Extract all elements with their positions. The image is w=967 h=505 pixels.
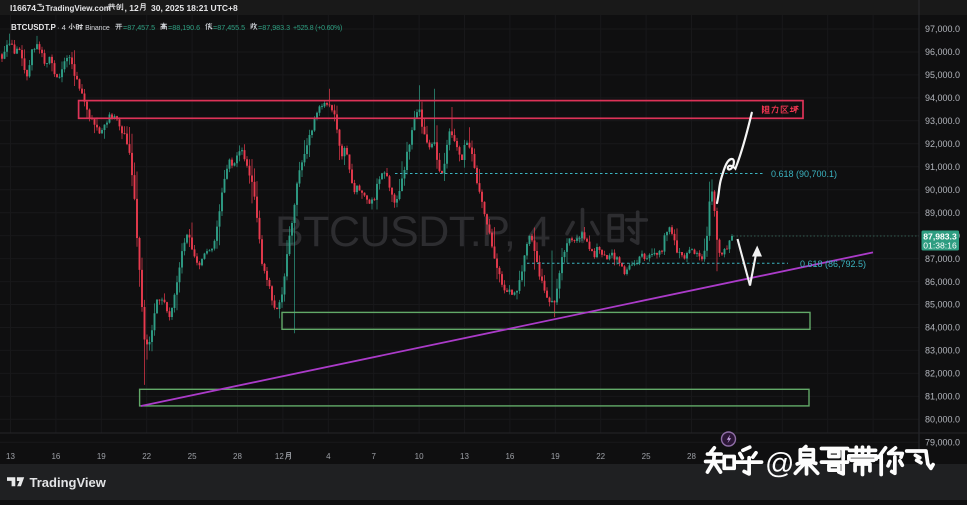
- svg-text:4: 4: [326, 452, 331, 461]
- svg-text:87,000.0: 87,000.0: [925, 254, 960, 264]
- svg-text:13: 13: [460, 452, 469, 461]
- svg-text:25: 25: [642, 452, 651, 461]
- svg-text:22: 22: [596, 452, 605, 461]
- svg-text:=88,190.6: =88,190.6: [168, 23, 200, 32]
- svg-text:80,000.0: 80,000.0: [925, 415, 960, 425]
- svg-text:83,000.0: 83,000.0: [925, 346, 960, 356]
- svg-text:82,000.0: 82,000.0: [925, 369, 960, 379]
- svg-text:25: 25: [188, 452, 197, 461]
- svg-text:TradingView: TradingView: [30, 475, 107, 490]
- svg-text:85,000.0: 85,000.0: [925, 300, 960, 310]
- svg-text:BTCUSDT.P: BTCUSDT.P: [11, 23, 57, 32]
- svg-text:· 4: · 4: [57, 23, 66, 32]
- svg-text:94,000.0: 94,000.0: [925, 93, 960, 103]
- svg-text:13: 13: [6, 452, 15, 461]
- svg-text:95,000.0: 95,000.0: [925, 70, 960, 80]
- svg-text:16: 16: [51, 452, 60, 461]
- svg-text:30, 2025 18:21 UTC+8: 30, 2025 18:21 UTC+8: [151, 3, 238, 13]
- svg-text:=87,983.3: =87,983.3: [258, 23, 290, 32]
- svg-text:93,000.0: 93,000.0: [925, 116, 960, 126]
- svg-text:+525.8 (+0.60%): +525.8 (+0.60%): [293, 25, 342, 32]
- svg-text:79,000.0: 79,000.0: [925, 438, 960, 448]
- svg-text:TradingView.com: TradingView.com: [46, 4, 111, 13]
- svg-text:28: 28: [233, 452, 242, 461]
- svg-text:90,000.0: 90,000.0: [925, 185, 960, 195]
- svg-text:97,000.0: 97,000.0: [925, 24, 960, 34]
- svg-text:l16674: l16674: [10, 3, 36, 13]
- svg-text:28: 28: [687, 452, 696, 461]
- svg-text:@: @: [765, 448, 794, 480]
- svg-text:BTCUSDT.P, 4: BTCUSDT.P, 4: [275, 208, 550, 256]
- svg-text:19: 19: [551, 452, 560, 461]
- svg-text:19: 19: [97, 452, 106, 461]
- svg-text:10: 10: [415, 452, 424, 461]
- svg-text:16: 16: [505, 452, 514, 461]
- svg-text:87,983.3: 87,983.3: [923, 232, 957, 242]
- svg-text:89,000.0: 89,000.0: [925, 208, 960, 218]
- svg-text:0.618 (90,700.1): 0.618 (90,700.1): [771, 169, 837, 179]
- svg-text:84,000.0: 84,000.0: [925, 323, 960, 333]
- svg-text:01:38:16: 01:38:16: [923, 241, 957, 251]
- svg-text:=87,455.5: =87,455.5: [213, 23, 245, 32]
- svg-text:92,000.0: 92,000.0: [925, 139, 960, 149]
- svg-text:86,000.0: 86,000.0: [925, 277, 960, 287]
- svg-text:· Binance: · Binance: [81, 25, 110, 32]
- svg-text:96,000.0: 96,000.0: [925, 47, 960, 57]
- svg-text:91,000.0: 91,000.0: [925, 162, 960, 172]
- svg-text:7: 7: [371, 452, 376, 461]
- svg-text:0.618 (86,792.5): 0.618 (86,792.5): [800, 259, 866, 269]
- svg-text:=87,457.5: =87,457.5: [123, 23, 155, 32]
- svg-text:81,000.0: 81,000.0: [925, 392, 960, 402]
- svg-text:, 12: , 12: [125, 3, 139, 13]
- svg-text:12: 12: [275, 452, 284, 461]
- svg-text:22: 22: [142, 452, 151, 461]
